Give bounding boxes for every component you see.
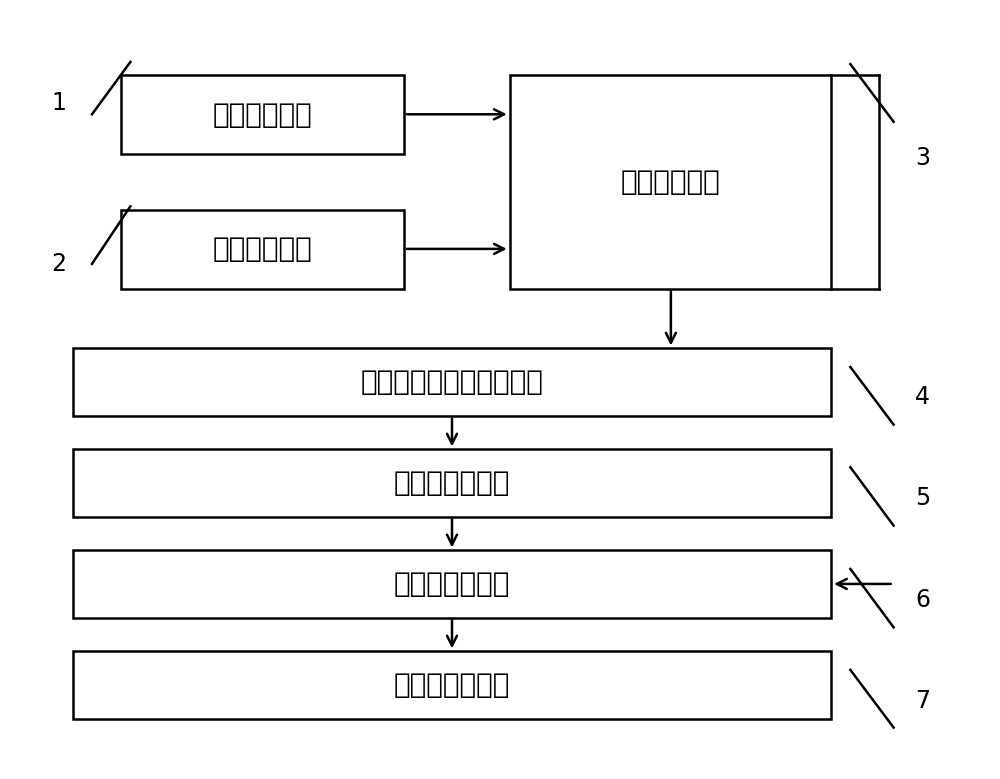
Text: 7: 7 (915, 689, 930, 714)
Text: 寿命计算服务器: 寿命计算服务器 (394, 469, 510, 497)
Bar (121, 76, 404, 154)
Bar (73, 651, 831, 718)
Text: 5: 5 (915, 486, 930, 510)
Bar (73, 550, 831, 618)
Text: 在线测点数据: 在线测点数据 (213, 235, 312, 263)
Text: 2: 2 (51, 252, 66, 276)
Text: 1: 1 (51, 91, 66, 115)
Text: 6: 6 (915, 588, 930, 612)
Text: 缺陷评定服务器: 缺陷评定服务器 (394, 570, 510, 598)
Bar (73, 348, 831, 416)
Bar (510, 76, 831, 288)
Bar (73, 449, 831, 516)
Text: 金属监督数据: 金属监督数据 (213, 100, 312, 129)
Text: 数据库服务器: 数据库服务器 (621, 168, 720, 196)
Text: 检修管理服务器: 检修管理服务器 (394, 671, 510, 699)
Text: 人工智能应力计算服务器: 人工智能应力计算服务器 (361, 368, 543, 396)
Text: 4: 4 (915, 385, 930, 409)
Bar (121, 210, 404, 288)
Text: 3: 3 (915, 146, 930, 170)
